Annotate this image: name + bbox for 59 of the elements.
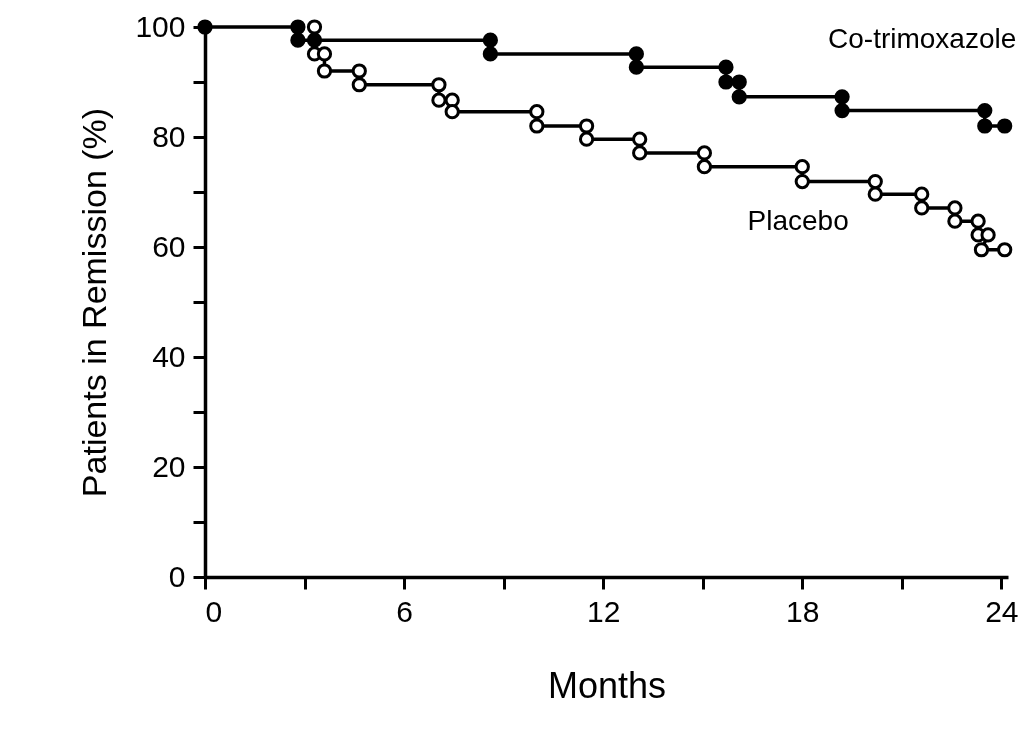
y-tick-label: 40: [152, 339, 186, 373]
series-label: Co-trimoxazole: [828, 23, 1017, 55]
y-axis-title: Patients in Remission (%): [75, 107, 114, 498]
point: [997, 118, 1013, 134]
point: [973, 242, 990, 258]
point: [834, 89, 850, 105]
point: [290, 32, 306, 48]
y-tick-label: 100: [135, 9, 186, 43]
point: [794, 173, 810, 190]
point: [628, 46, 644, 62]
point: [977, 118, 993, 134]
x-tick-label: 24: [985, 594, 1019, 628]
point: [290, 19, 306, 35]
point: [351, 63, 367, 79]
point: [197, 19, 213, 35]
x-axis-title: Months: [547, 664, 667, 706]
point: [696, 145, 713, 161]
y-tick-label: 0: [168, 559, 186, 593]
point: [731, 74, 747, 90]
y-tick-label: 80: [152, 119, 186, 153]
point: [529, 104, 545, 120]
point: [316, 63, 333, 79]
point: [696, 159, 713, 175]
point: [914, 186, 930, 202]
point: [914, 200, 930, 216]
point: [997, 242, 1013, 258]
point: [977, 102, 993, 119]
point: [578, 118, 595, 134]
point: [980, 227, 996, 243]
point: [867, 173, 883, 190]
point: [632, 145, 648, 161]
point: [834, 102, 850, 119]
point: [947, 200, 963, 216]
y-tick-label: 20: [152, 449, 186, 483]
point: [431, 77, 447, 93]
x-tick-label: 0: [205, 594, 223, 628]
point: [970, 213, 986, 229]
point: [718, 59, 734, 75]
point: [306, 19, 323, 35]
point: [718, 74, 734, 90]
point: [632, 131, 648, 147]
point: [947, 213, 963, 229]
point: [431, 92, 447, 108]
point: [794, 159, 810, 175]
point: [867, 186, 883, 202]
point: [628, 59, 644, 75]
point: [316, 46, 333, 62]
x-tick-label: 12: [586, 594, 621, 628]
point: [482, 32, 498, 48]
point: [731, 89, 747, 105]
x-tick-label: 18: [786, 594, 820, 628]
point: [444, 104, 460, 120]
point: [351, 77, 367, 93]
point: [482, 46, 498, 62]
point: [529, 118, 545, 134]
y-tick-label: 60: [152, 229, 186, 263]
series-label: Placebo: [747, 205, 849, 237]
point: [578, 131, 595, 147]
x-tick-label: 6: [396, 594, 413, 628]
